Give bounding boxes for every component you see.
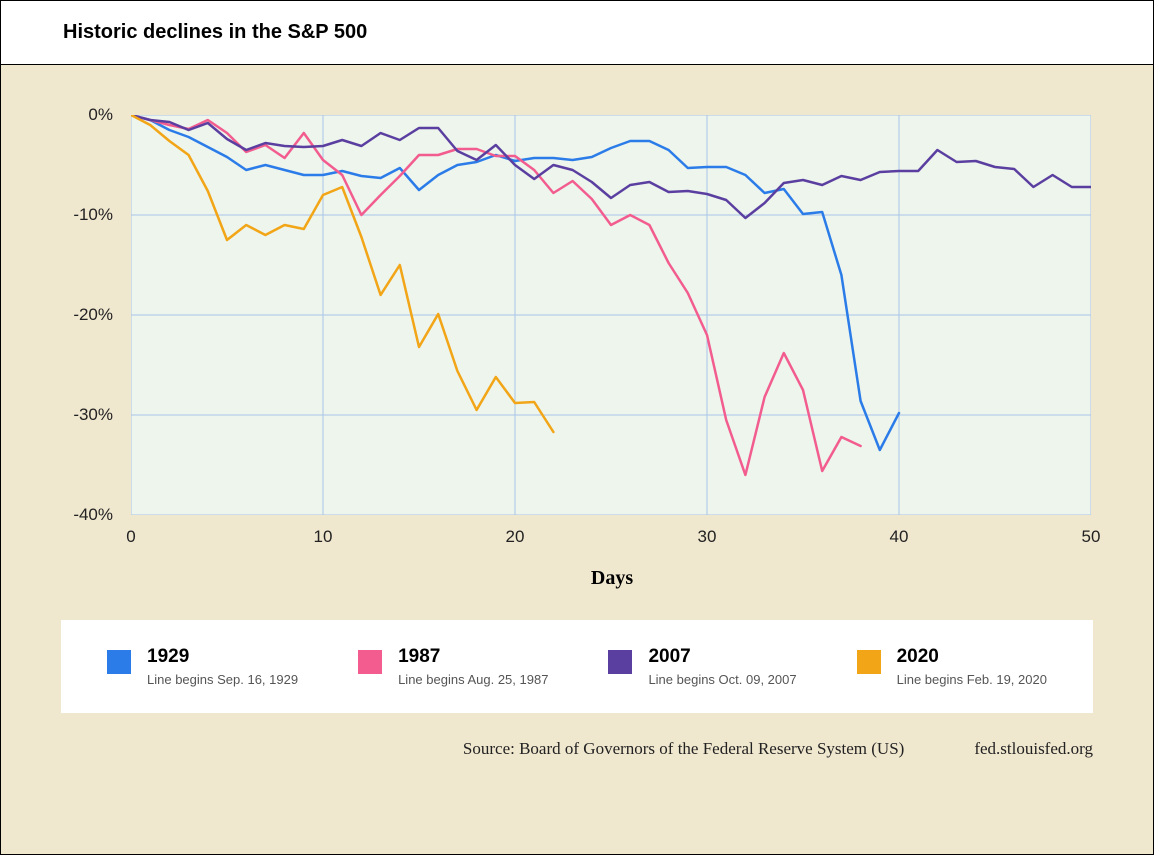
legend-item-2020: 2020 Line begins Feb. 19, 2020 xyxy=(857,646,1047,687)
legend-swatch xyxy=(358,650,382,674)
y-tick-label: -30% xyxy=(73,405,113,425)
legend-text: 2007 Line begins Oct. 09, 2007 xyxy=(648,646,796,687)
legend-text: 2020 Line begins Feb. 19, 2020 xyxy=(897,646,1047,687)
line-chart xyxy=(131,115,1091,515)
x-axis-title: Days xyxy=(131,567,1093,590)
y-tick-label: 0% xyxy=(88,105,113,125)
source-text: Source: Board of Governors of the Federa… xyxy=(463,739,904,759)
legend-swatch xyxy=(608,650,632,674)
legend-text: 1929 Line begins Sep. 16, 1929 xyxy=(147,646,298,687)
legend-text: 1987 Line begins Aug. 25, 1987 xyxy=(398,646,548,687)
legend-label: 2020 xyxy=(897,646,1047,669)
legend-sublabel: Line begins Sep. 16, 1929 xyxy=(147,672,298,687)
legend-label: 2007 xyxy=(648,646,796,669)
legend-sublabel: Line begins Aug. 25, 1987 xyxy=(398,672,548,687)
source-row: Source: Board of Governors of the Federa… xyxy=(61,739,1093,759)
chart-frame: Historic declines in the S&P 500 0102030… xyxy=(0,0,1154,855)
chart-title: Historic declines in the S&P 500 xyxy=(63,21,1153,44)
legend-label: 1929 xyxy=(147,646,298,669)
legend: 1929 Line begins Sep. 16, 1929 1987 Line be… xyxy=(61,620,1093,713)
source-link: fed.stlouisfed.org xyxy=(974,739,1093,759)
chart-area: 010203040500%-10%-20%-30%-40% Days 1929L… xyxy=(1,65,1153,854)
x-tick-label: 40 xyxy=(890,527,909,547)
legend-sublabel: Line begins Oct. 09, 2007 xyxy=(648,672,796,687)
legend-swatch xyxy=(857,650,881,674)
x-tick-label: 50 xyxy=(1082,527,1101,547)
legend-label: 1987 xyxy=(398,646,548,669)
x-tick-label: 10 xyxy=(314,527,333,547)
legend-item-1987: 1987 Line begins Aug. 25, 1987 xyxy=(358,646,548,687)
legend-sublabel: Line begins Feb. 19, 2020 xyxy=(897,672,1047,687)
y-tick-label: -10% xyxy=(73,205,113,225)
x-tick-label: 20 xyxy=(506,527,525,547)
plot-wrapper: 010203040500%-10%-20%-30%-40% xyxy=(131,115,1091,515)
y-tick-label: -40% xyxy=(73,505,113,525)
y-tick-label: -20% xyxy=(73,305,113,325)
legend-swatch xyxy=(107,650,131,674)
legend-item-2007: 2007 Line begins Oct. 09, 2007 xyxy=(608,646,796,687)
title-bar: Historic declines in the S&P 500 xyxy=(1,1,1153,65)
legend-item-1929: 1929 Line begins Sep. 16, 1929 xyxy=(107,646,298,687)
x-tick-label: 30 xyxy=(698,527,717,547)
x-tick-label: 0 xyxy=(126,527,135,547)
